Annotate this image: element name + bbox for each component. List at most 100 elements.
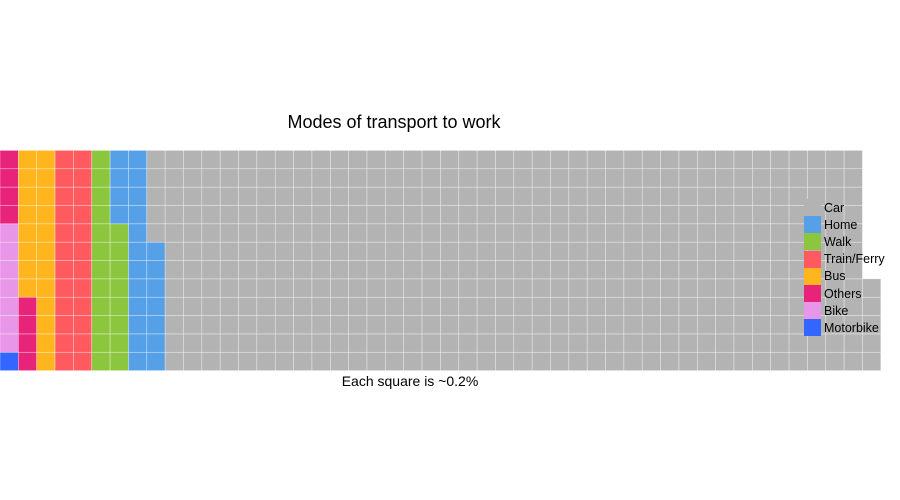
square-car	[238, 333, 258, 353]
square-walk	[109, 241, 129, 261]
square-car	[329, 315, 349, 335]
square-car	[403, 315, 423, 335]
square-car	[495, 260, 515, 280]
square-car	[329, 278, 349, 298]
square-home	[128, 223, 148, 243]
square-car	[293, 205, 313, 225]
square-car	[201, 150, 221, 170]
square-car	[825, 333, 845, 353]
square-car	[311, 260, 331, 280]
square-car	[238, 223, 258, 243]
square-car	[752, 241, 771, 261]
square-car	[164, 278, 184, 298]
square-walk	[91, 186, 111, 206]
square-car	[513, 150, 533, 170]
square-car	[403, 333, 423, 353]
square-car	[146, 205, 166, 225]
legend-label: Car	[824, 200, 845, 215]
square-home	[109, 150, 129, 170]
waffle-squares	[0, 150, 882, 371]
square-car	[770, 296, 790, 316]
square-car	[348, 186, 368, 206]
square-car	[201, 241, 221, 261]
square-car	[605, 150, 625, 170]
square-car	[403, 278, 423, 298]
square-car	[770, 315, 790, 335]
square-car	[476, 205, 496, 225]
square-car	[715, 278, 735, 298]
square-car	[366, 186, 386, 206]
square-car	[641, 205, 661, 225]
square-walk	[91, 351, 111, 371]
legend-label: Others	[824, 286, 862, 301]
square-car	[605, 168, 625, 188]
square-car	[256, 205, 276, 225]
square-car	[201, 168, 221, 188]
square-car	[715, 296, 735, 316]
square-car	[476, 333, 496, 353]
square-car	[164, 223, 184, 243]
square-car	[696, 315, 716, 335]
square-car	[495, 315, 515, 335]
square-car	[201, 260, 221, 280]
square-car	[348, 278, 368, 298]
square-walk	[109, 315, 129, 335]
square-car	[348, 315, 368, 335]
square-home	[109, 168, 129, 188]
square-car	[513, 168, 533, 188]
square-car	[256, 351, 276, 371]
square-car	[311, 223, 331, 243]
square-car	[678, 205, 698, 225]
square-car	[550, 333, 570, 353]
square-home	[109, 205, 129, 225]
square-car	[586, 351, 606, 371]
square-car	[605, 315, 625, 335]
square-car	[605, 296, 625, 316]
square-car	[807, 150, 827, 170]
square-bus	[18, 241, 38, 261]
square-car	[752, 260, 771, 280]
square-car	[403, 223, 423, 243]
square-car	[274, 351, 294, 371]
legend-key	[804, 199, 821, 217]
square-bike	[0, 278, 19, 298]
square-car	[440, 278, 460, 298]
square-car	[715, 241, 735, 261]
square-car	[201, 296, 221, 316]
square-car	[715, 205, 735, 225]
square-car	[183, 260, 203, 280]
square-car	[366, 241, 386, 261]
square-walk	[91, 260, 111, 280]
square-train-ferry	[73, 168, 93, 188]
square-car	[696, 241, 716, 261]
square-car	[421, 296, 441, 316]
square-car	[752, 223, 771, 243]
square-car	[458, 351, 478, 371]
square-car	[568, 168, 588, 188]
square-train-ferry	[73, 205, 93, 225]
square-car	[770, 205, 790, 225]
square-train-ferry	[73, 315, 93, 335]
square-car	[329, 241, 349, 261]
square-car	[476, 186, 496, 206]
square-car	[348, 351, 368, 371]
square-train-ferry	[73, 351, 93, 371]
square-car	[752, 168, 771, 188]
square-car	[513, 205, 533, 225]
square-bike	[0, 241, 19, 261]
square-car	[770, 278, 790, 298]
square-others	[0, 150, 19, 170]
square-car	[183, 223, 203, 243]
square-car	[348, 205, 368, 225]
square-car	[660, 168, 680, 188]
square-car	[201, 205, 221, 225]
square-car	[641, 333, 661, 353]
square-car	[366, 205, 386, 225]
legend-label: Bus	[824, 269, 846, 284]
square-car	[752, 205, 771, 225]
square-car	[164, 333, 184, 353]
square-car	[440, 315, 460, 335]
square-bus	[36, 186, 56, 206]
square-car	[513, 186, 533, 206]
square-car	[440, 205, 460, 225]
